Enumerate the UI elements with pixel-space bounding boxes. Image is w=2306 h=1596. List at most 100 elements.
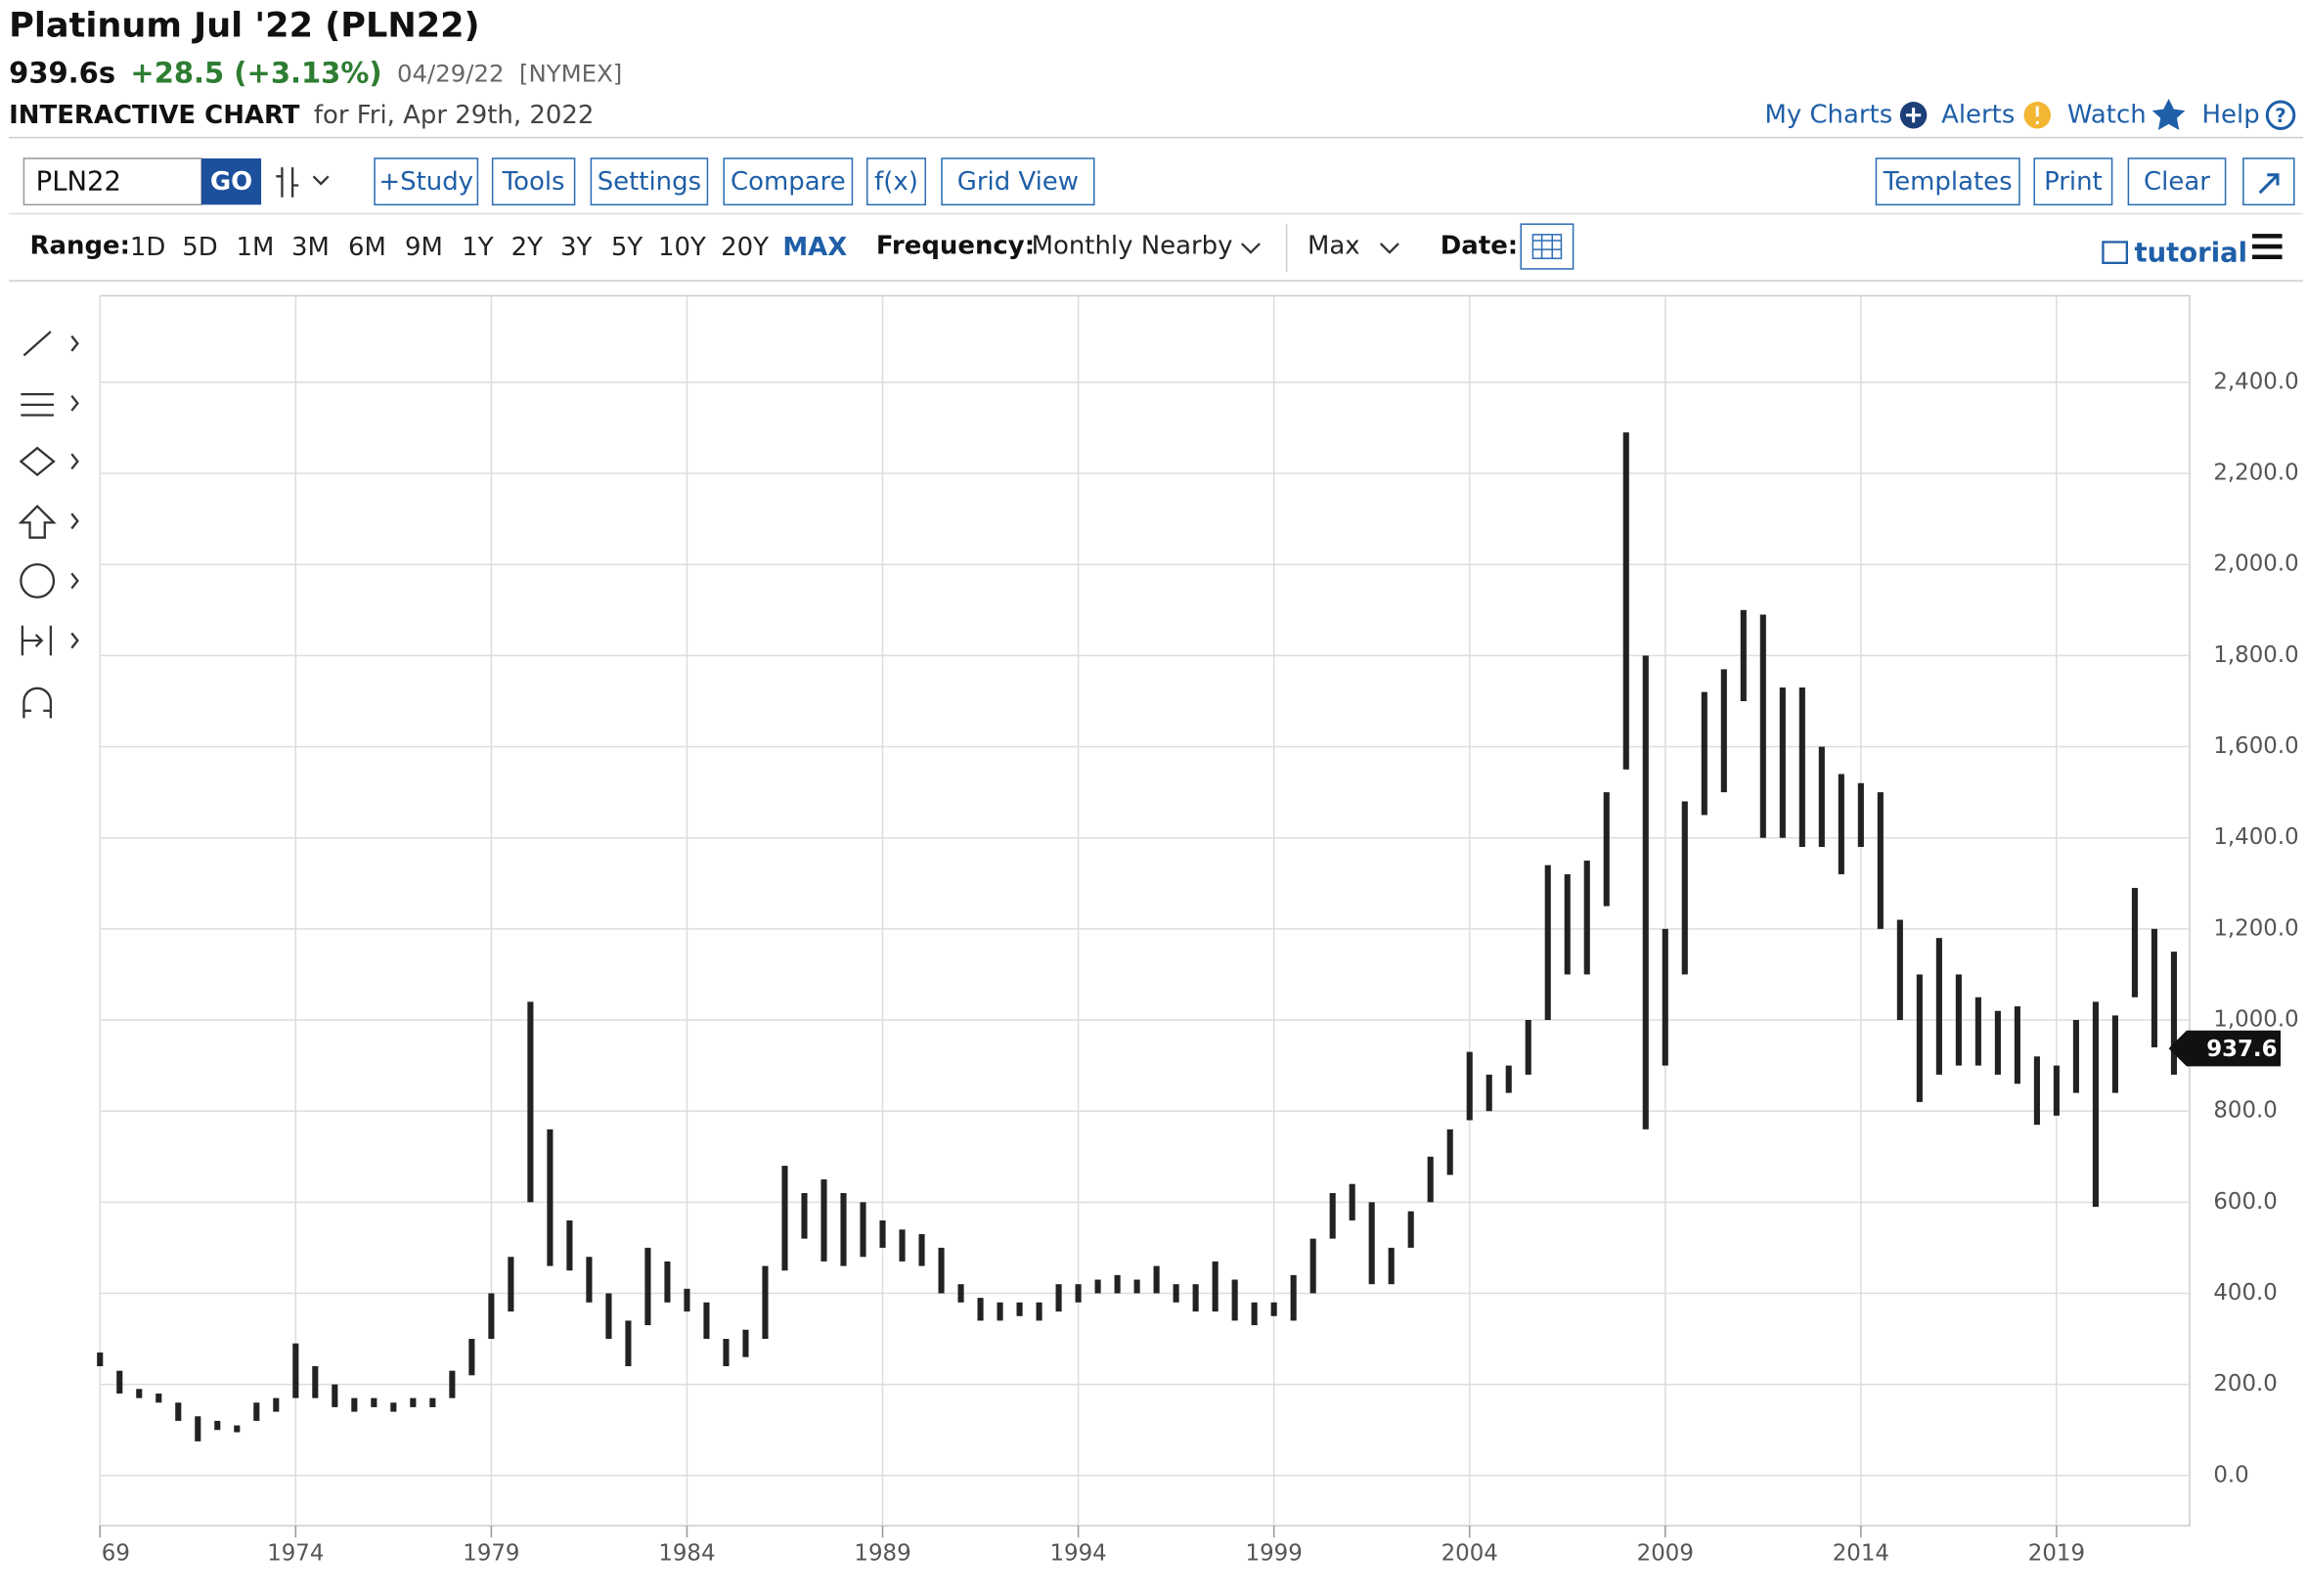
tool-chevrons[interactable] <box>70 334 79 649</box>
price-bar <box>2072 1020 2079 1093</box>
go-text: GO <box>210 167 252 197</box>
price-bar <box>1994 1010 2001 1075</box>
range-option[interactable]: 10Y <box>658 233 706 262</box>
price-bar <box>1329 1193 1336 1239</box>
menu-icon[interactable] <box>2252 234 2283 260</box>
top-link[interactable]: Help <box>2202 100 2260 129</box>
exchange: [NYMEX] <box>519 60 622 88</box>
range-option[interactable]: 1Y <box>462 233 494 262</box>
price-bar <box>253 1402 260 1421</box>
range-option[interactable]: 20Y <box>721 233 769 262</box>
range-option[interactable]: 6M <box>348 233 386 262</box>
plot-frame <box>99 294 2191 1527</box>
range-option[interactable]: 1M <box>237 233 275 262</box>
fib-tool[interactable] <box>21 393 54 417</box>
price-bar <box>1290 1274 1297 1321</box>
price-bar <box>1681 801 1688 975</box>
range-option[interactable]: 1D <box>130 233 165 262</box>
price-bar <box>2014 1006 2020 1085</box>
text-tool[interactable] <box>20 563 56 598</box>
measure-tool[interactable] <box>21 625 53 656</box>
price-bar <box>1133 1279 1140 1294</box>
range-option[interactable]: 2Y <box>511 233 544 262</box>
price-bar <box>781 1166 788 1271</box>
price-bar <box>1036 1302 1042 1321</box>
price-bar <box>1838 774 1844 874</box>
line-tool[interactable] <box>22 331 52 357</box>
price-bar <box>1896 919 1903 1021</box>
drawing-tools <box>18 331 79 719</box>
y-tick-label: 600.0 <box>2213 1189 2278 1215</box>
frequency-label: Frequency: <box>876 232 1035 261</box>
toolbar-button[interactable] <box>723 157 854 206</box>
toolbar-button[interactable] <box>491 157 576 206</box>
price-bar <box>390 1402 397 1412</box>
price-bar <box>468 1339 475 1376</box>
title: Platinum Jul '22 (PLN22) <box>9 6 479 46</box>
range-option[interactable]: 3M <box>291 233 330 262</box>
calendar-button[interactable] <box>1520 223 1574 270</box>
bar-type-icon[interactable] <box>276 167 330 198</box>
help-icon[interactable] <box>2265 100 2296 131</box>
price-bar <box>2033 1056 2040 1126</box>
watch-icon[interactable] <box>2151 98 2186 131</box>
price-bar <box>332 1384 338 1407</box>
price-bar <box>684 1288 690 1312</box>
price-bar <box>997 1302 1003 1321</box>
price-bar <box>1231 1279 1238 1321</box>
price-bar <box>351 1397 358 1412</box>
frequency-value[interactable]: Monthly Nearby <box>1032 232 1233 261</box>
toolbar-button[interactable] <box>374 157 479 206</box>
price-bar <box>1466 1051 1473 1121</box>
range-option[interactable]: 9M <box>405 233 443 262</box>
top-link[interactable]: Watch <box>2067 100 2147 129</box>
price-bar <box>938 1247 945 1294</box>
magnet-tool[interactable] <box>22 687 53 719</box>
price-bar <box>1818 746 1825 848</box>
toolbar-button[interactable] <box>1875 157 2020 206</box>
symbol-text: PLN22 <box>36 166 121 197</box>
range-option[interactable]: 3Y <box>560 233 593 262</box>
tutorial-link[interactable]: tutorial <box>2134 239 2247 269</box>
x-tick-label: 69 <box>102 1541 130 1567</box>
toolbar-button[interactable] <box>2033 157 2113 206</box>
price-bar <box>1955 974 1962 1066</box>
x-tick-label: 1984 <box>658 1541 715 1567</box>
price-bar <box>292 1343 299 1398</box>
x-tick-label: 1994 <box>1049 1541 1106 1567</box>
toolbar-button[interactable] <box>2127 157 2227 206</box>
x-tick-label: 1999 <box>1246 1541 1303 1567</box>
top-link[interactable]: Alerts <box>1941 100 2015 129</box>
price-bar <box>1759 614 1766 838</box>
price-bar <box>1075 1284 1082 1303</box>
help-glyph: ? <box>2275 105 2286 127</box>
chart-for: for Fri, Apr 29th, 2022 <box>314 100 595 129</box>
price-bar <box>1153 1265 1160 1294</box>
price: 939.6s <box>9 57 115 90</box>
go-button[interactable] <box>201 158 262 205</box>
toolbar-button[interactable] <box>865 157 927 206</box>
x-tick-label: 2009 <box>1637 1541 1694 1567</box>
y-tick-label: 1,800.0 <box>2213 643 2298 668</box>
expand-button[interactable] <box>2242 157 2295 206</box>
range-option[interactable]: 5Y <box>611 233 643 262</box>
top-link[interactable]: My Charts <box>1764 100 1892 129</box>
price-bar <box>860 1202 866 1258</box>
shape-tool[interactable] <box>19 446 56 477</box>
range-option[interactable]: MAX <box>782 233 847 262</box>
price-bar <box>1486 1074 1492 1112</box>
price-bar <box>2131 887 2138 998</box>
price-bar <box>508 1257 514 1312</box>
price-bar <box>1173 1284 1179 1303</box>
date: 04/29/22 <box>397 60 505 88</box>
symbol-input[interactable] <box>22 157 202 206</box>
toolbar-button[interactable] <box>941 157 1095 206</box>
price-bar <box>97 1352 104 1367</box>
period-value[interactable]: Max <box>1308 232 1360 261</box>
dropdown-chevrons[interactable] <box>1241 243 1399 254</box>
toolbar-button[interactable] <box>590 157 709 206</box>
price-bar <box>1857 782 1864 848</box>
arrow-tool[interactable] <box>18 505 57 539</box>
range-option[interactable]: 5D <box>182 233 217 262</box>
price-bar <box>1935 938 1942 1075</box>
